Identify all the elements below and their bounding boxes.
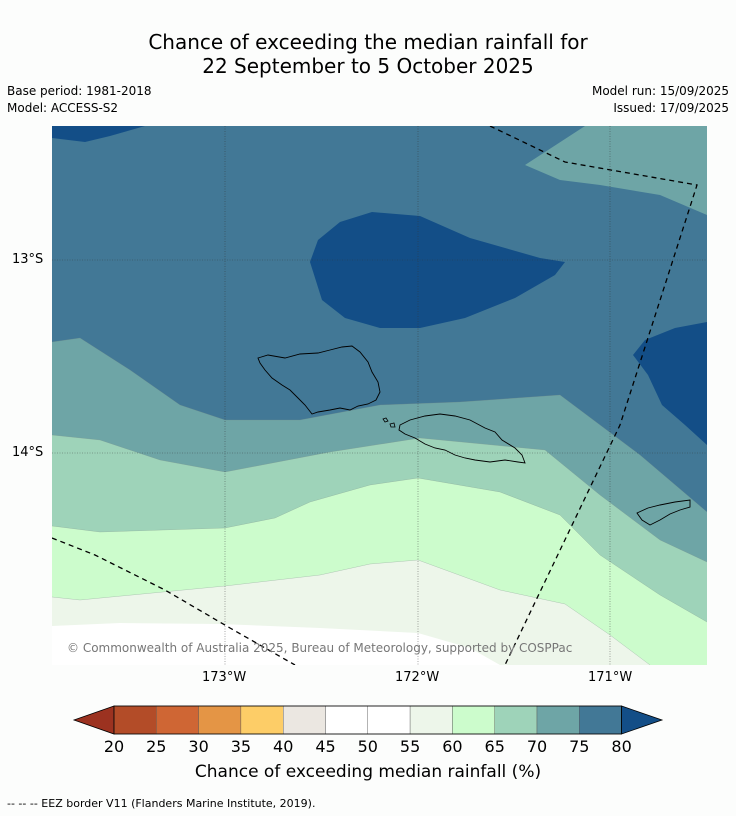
colorbar-segment [536, 705, 580, 735]
island-upolu [398, 413, 526, 464]
colorbar-segment [494, 705, 538, 735]
colorbar-extend-high [621, 705, 664, 735]
colorbar-tick-label: 50 [357, 737, 378, 756]
colorbar-tick-label: 70 [526, 737, 548, 756]
model-run-date: Model run: 15/09/2025 [591, 84, 729, 98]
model-info: Base period: 1981-2018 Model: ACCESS-S2 [7, 83, 152, 117]
colorbar-segment [113, 705, 157, 735]
colorbar-segment [325, 705, 368, 735]
graticule [52, 126, 707, 665]
colorbar-segment [452, 705, 495, 735]
colorbar-tick-label: 45 [315, 737, 336, 756]
model-name: Model: ACCESS-S2 [7, 101, 119, 115]
issued-date: Issued: 17/09/2025 [613, 101, 729, 115]
run-info: Model run: 15/09/2025 Issued: 17/09/2025 [592, 83, 729, 117]
title-line-1: Chance of exceeding the median rainfall … [148, 30, 588, 54]
colorbar-tick-label: 40 [273, 737, 294, 756]
band-70-75-ne [525, 126, 707, 215]
eez-border-east [489, 126, 698, 665]
colorbar-tick-label: 30 [188, 737, 209, 756]
title-line-2: 22 September to 5 October 2025 [202, 54, 534, 78]
lat-label-13s: 13°S [12, 252, 44, 267]
colorbar-segment [198, 705, 242, 735]
colorbar-tick-label: 65 [484, 737, 505, 756]
colorbar-tick-label: 25 [146, 737, 167, 756]
lon-label-172w: 172°W [395, 670, 440, 685]
colorbar-label: Chance of exceeding median rainfall (%) [194, 762, 542, 782]
rainfall-probability-map [52, 126, 707, 665]
island-savaii [257, 345, 381, 415]
colorbar-segment [579, 705, 622, 735]
island-manono [382, 417, 396, 428]
band-80-center [310, 212, 565, 328]
eez-border-south [52, 537, 296, 665]
colorbar-segment [367, 705, 411, 735]
colorbar-segment [409, 705, 453, 735]
colorbar-segment [240, 705, 284, 735]
copyright-notice: © Commonwealth of Australia 2025, Bureau… [67, 641, 573, 655]
colorbar-extend-low [72, 705, 115, 735]
island-tutuila [636, 499, 691, 526]
colorbar-tick-label: 20 [103, 737, 125, 756]
base-period: Base period: 1981-2018 [7, 84, 152, 98]
map-title: Chance of exceeding the median rainfall … [0, 30, 736, 78]
band-50-55 [52, 623, 500, 665]
colorbar-tick-label: 55 [399, 737, 421, 756]
colorbar-tick-label: 75 [569, 737, 590, 756]
lat-label-14s: 14°S [12, 445, 44, 460]
band-80-east [633, 322, 707, 445]
lon-label-171w: 171°W [588, 670, 633, 685]
colorbar-outline [113, 705, 623, 735]
colorbar-segment [283, 705, 326, 735]
lon-label-173w: 173°W [202, 670, 247, 685]
colorbar-segment [156, 705, 199, 735]
colorbar-tick-label: 80 [611, 737, 632, 756]
colorbar [72, 705, 664, 735]
band-80-nw [52, 126, 145, 142]
colorbar-tick-label: 35 [230, 737, 252, 756]
eez-footnote: -- -- -- EEZ border V11 (Flanders Marine… [7, 797, 316, 810]
colorbar-tick-label: 60 [442, 737, 463, 756]
